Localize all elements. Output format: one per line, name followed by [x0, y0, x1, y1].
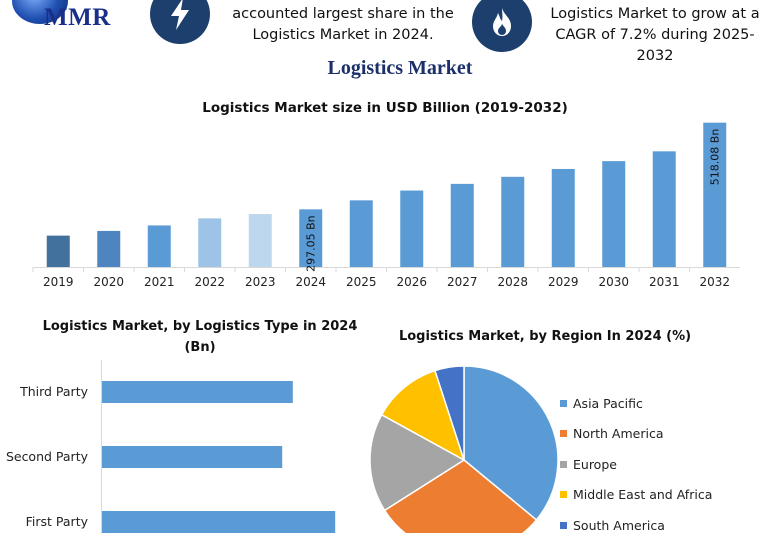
header-left-line2: Logistics Market in 2024.	[252, 27, 434, 43]
pie-slice-europe	[369, 413, 466, 512]
bar-2021	[147, 225, 171, 267]
header-right-line1: Logistics Market to grow at a	[550, 6, 760, 22]
lightning-bolt-icon	[150, 0, 210, 44]
data-label-2032: 518.08 Bn	[709, 129, 722, 186]
header-left-line1: accounted largest share in the	[232, 6, 454, 22]
legend-label: South America	[573, 517, 665, 533]
type-bar-second-party	[102, 446, 283, 468]
flame-icon	[472, 0, 532, 52]
header-left-text: accounted largest share in the Logistics…	[218, 4, 468, 46]
header-right-text: Logistics Market to grow at a CAGR of 7.…	[540, 4, 768, 67]
x-tick-label: 2024	[295, 275, 326, 289]
bar-2030	[602, 161, 626, 267]
bar-chart-title: Logistics Market size in USD Billion (20…	[202, 100, 568, 116]
type-chart-title: Logistics Market, by Logistics Type in 2…	[42, 319, 358, 355]
type-category-label: Third Party	[19, 384, 89, 399]
legend-swatch	[560, 491, 567, 499]
data-label-2024: 297.05 Bn	[305, 215, 318, 272]
x-tick-label: 2022	[194, 275, 225, 289]
header-right-line2: CAGR of 7.2% during 2025-2032	[555, 27, 755, 64]
bar-2020	[97, 230, 121, 267]
page-title: Logistics Market	[327, 57, 473, 79]
region-pie-chart	[369, 365, 559, 533]
bar-2032	[703, 122, 727, 268]
bar-2028	[501, 176, 525, 267]
bar-2026	[400, 190, 424, 267]
pie-legend: Asia Pacific North America Europe Middle Ea…	[560, 388, 768, 541]
x-tick-label: 2021	[144, 275, 175, 289]
bar-2029	[551, 168, 575, 267]
legend-item: South America	[560, 510, 768, 541]
legend-label: Europe	[573, 456, 617, 472]
type-bar-first-party	[102, 511, 336, 533]
legend-item: Asia Pacific	[560, 388, 768, 419]
x-tick-label: 2029	[548, 275, 579, 289]
legend-swatch	[560, 521, 567, 529]
x-tick-label: 2030	[598, 275, 629, 289]
bar-2027	[450, 183, 474, 267]
bar-2019	[46, 235, 70, 267]
x-tick-label: 2020	[93, 275, 124, 289]
logistics-type-bar-chart: Third Party Second Party First Party	[6, 360, 336, 533]
market-size-bar-chart: 2019 2020 2021 2022 2023 2024 297.05 Bn 2025 202…	[32, 122, 740, 289]
x-tick-label: 2031	[649, 275, 680, 289]
pie-slice-middle-east-and-africa	[380, 369, 466, 462]
x-tick-label: 2019	[43, 275, 74, 289]
pie-slice-south-america	[434, 365, 465, 461]
x-tick-label: 2023	[245, 275, 276, 289]
x-tick-label: 2026	[396, 275, 427, 289]
bar-2031	[652, 151, 676, 267]
type-category-label: Second Party	[6, 449, 89, 464]
x-tick-label: 2032	[699, 275, 730, 289]
legend-item: Middle East and Africa	[560, 480, 768, 511]
legend-label: Asia Pacific	[573, 395, 643, 411]
pie-slice-north-america	[383, 459, 538, 533]
bar-2024	[299, 209, 323, 267]
legend-swatch	[560, 460, 567, 468]
legend-item: Europe	[560, 449, 768, 480]
pie-chart-title: Logistics Market, by Region In 2024 (%)	[398, 329, 692, 344]
type-category-label: First Party	[26, 514, 89, 529]
legend-label: Middle East and Africa	[573, 487, 713, 503]
legend-item: North America	[560, 419, 768, 450]
x-tick-label: 2028	[497, 275, 528, 289]
legend-label: North America	[573, 426, 664, 442]
bar-2025	[349, 200, 373, 267]
logo-text: MMR	[44, 4, 111, 31]
bar-2023	[248, 214, 272, 267]
x-tick-label: 2025	[346, 275, 377, 289]
type-bar-third-party	[102, 381, 293, 403]
legend-swatch	[560, 399, 567, 407]
pie-slice-asia-pacific	[463, 365, 559, 521]
legend-swatch	[560, 430, 567, 438]
x-tick-label: 2027	[447, 275, 478, 289]
bar-2022	[198, 218, 222, 267]
